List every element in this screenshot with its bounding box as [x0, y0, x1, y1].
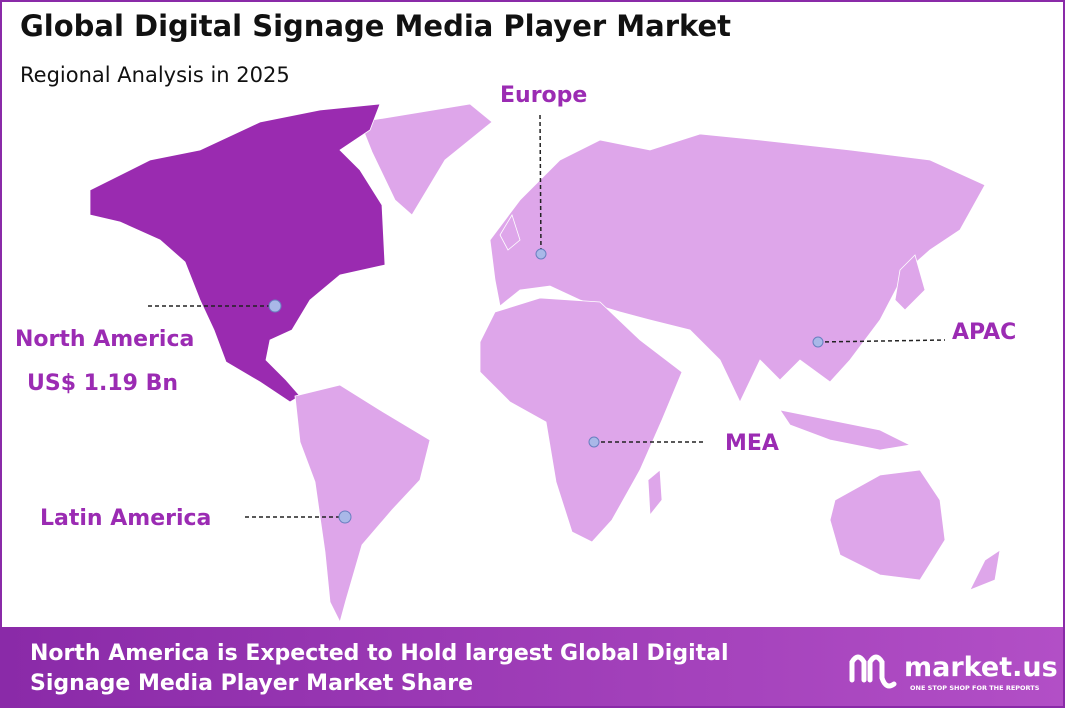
marker [588, 436, 600, 448]
region-label: Latin America [40, 506, 211, 531]
world-map [89, 103, 1001, 624]
uk [499, 214, 521, 251]
logo-icon [849, 654, 897, 689]
new-zealand [969, 549, 1001, 591]
marker [338, 510, 352, 524]
japan [894, 254, 926, 311]
indonesia [779, 409, 912, 451]
marker [535, 248, 547, 260]
region-label: North America [15, 327, 194, 352]
logo: market.us ONE STOP SHOP FOR THE REPORTS [849, 652, 1058, 692]
africa [479, 297, 683, 543]
footer-text: Signage Media Player Market Share [30, 671, 473, 696]
leader-line [539, 114, 542, 255]
subtitle: Regional Analysis in 2025 [20, 63, 290, 87]
australia [829, 469, 946, 581]
north-america [89, 103, 386, 403]
title: Global Digital Signage Media Player Mark… [20, 9, 731, 43]
tagline: ONE STOP SHOP FOR THE REPORTS [910, 684, 1040, 692]
footer-text: North America is Expected to Hold larges… [30, 641, 729, 666]
footer-band [2, 627, 1063, 706]
region-value: US$ 1.19 Bn [27, 371, 178, 396]
greenland [359, 103, 493, 216]
leader-line [817, 339, 946, 343]
region-label: MEA [725, 431, 779, 456]
region-label: Europe [500, 83, 587, 108]
marker [812, 336, 824, 348]
eurasia [489, 133, 986, 403]
region-label: APAC [952, 320, 1016, 345]
brand: market.us [904, 652, 1058, 683]
madagascar [647, 469, 663, 517]
south-america [294, 384, 431, 624]
marker [268, 299, 282, 313]
